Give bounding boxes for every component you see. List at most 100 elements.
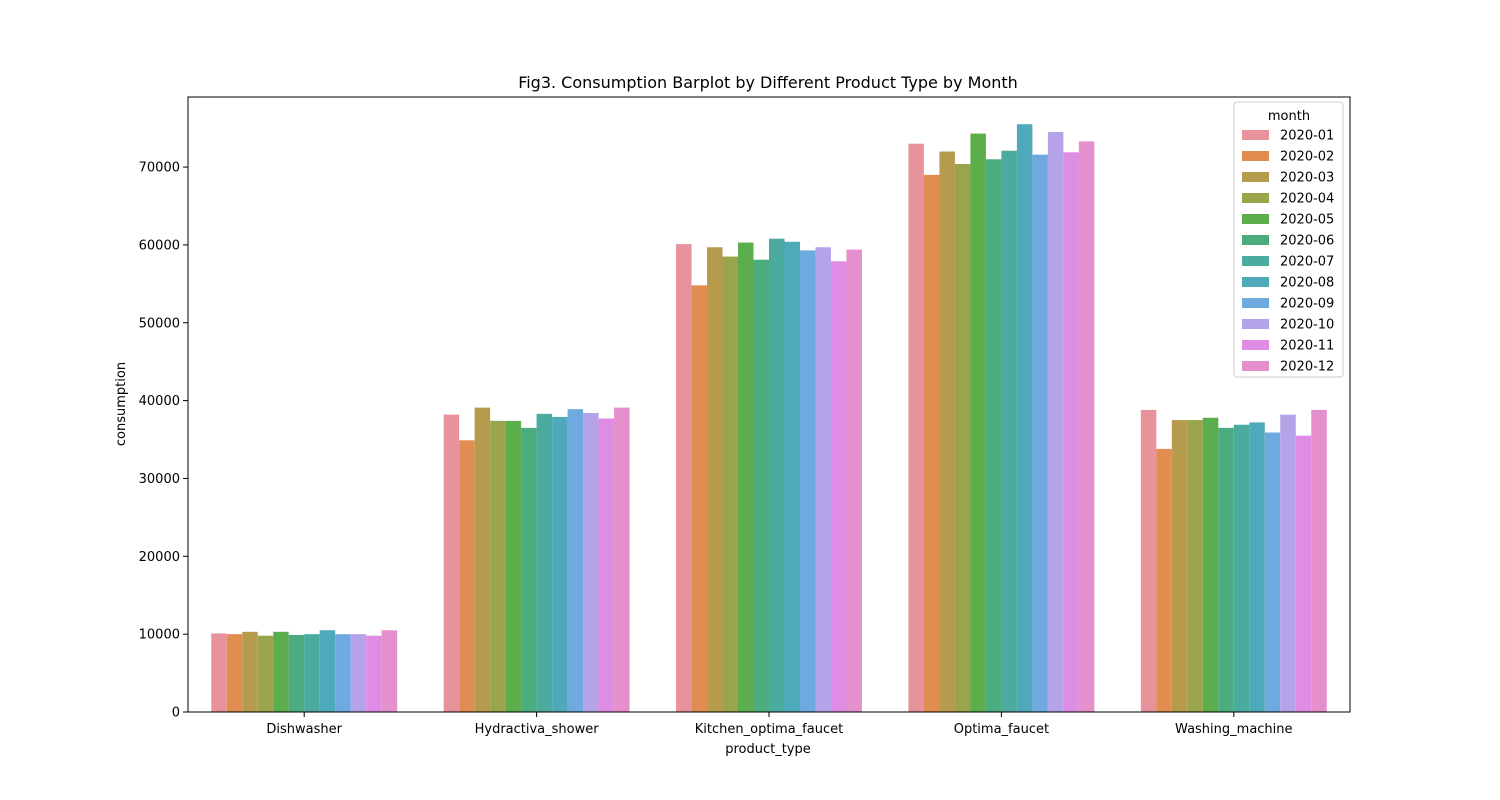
legend-label: 2020-05 <box>1280 213 1334 228</box>
legend-swatch <box>1242 172 1269 182</box>
bar-Dishwasher-2020-12 <box>381 630 398 712</box>
x-tick-label: Optima_faucet <box>954 722 1049 737</box>
legend-swatch <box>1242 298 1269 308</box>
legend-label: 2020-09 <box>1280 297 1334 312</box>
bar-Hydractiva_shower-2020-12 <box>614 407 630 712</box>
x-axis: Dishwasher Hydractiva_shower Kitchen_optim… <box>266 712 1293 737</box>
legend-label: 2020-07 <box>1280 255 1334 270</box>
y-tick-label: 50000 <box>139 316 180 331</box>
legend-label: 2020-08 <box>1280 276 1334 291</box>
bar-Optima_faucet-2020-10 <box>1047 132 1064 713</box>
bar-Hydractiva_shower-2020-04 <box>490 420 506 712</box>
x-tick-label: Dishwasher <box>266 722 342 737</box>
bar-Dishwasher-2020-07 <box>304 634 320 712</box>
bar-Optima_faucet-2020-03 <box>939 151 955 713</box>
bar-Optima_faucet-2020-11 <box>1063 152 1079 712</box>
bar-Kitchen_optima_faucet-2020-12 <box>846 249 862 712</box>
bar-Dishwasher-2020-10 <box>350 634 367 712</box>
bar-Kitchen_optima_faucet-2020-07 <box>769 238 785 713</box>
legend-box <box>1233 101 1344 378</box>
y-axis-label: consumption <box>114 362 129 446</box>
y-tick-label: 30000 <box>139 472 180 487</box>
bar-Hydractiva_shower-2020-09 <box>567 409 584 712</box>
bar-Washing_machine-2020-04 <box>1187 420 1203 712</box>
y-tick-label: 0 <box>172 706 180 721</box>
legend-label: 2020-11 <box>1280 339 1334 354</box>
bar-Dishwasher-2020-02 <box>226 634 243 712</box>
bar-Hydractiva_shower-2020-07 <box>536 413 553 712</box>
bars-group <box>211 124 1327 713</box>
legend-swatch <box>1242 214 1269 224</box>
bar-Hydractiva_shower-2020-06 <box>521 427 537 712</box>
legend-swatch <box>1242 277 1269 287</box>
bar-Washing_machine-2020-09 <box>1264 432 1281 712</box>
legend-label: 2020-12 <box>1280 360 1334 375</box>
bar-Dishwasher-2020-09 <box>335 634 351 712</box>
bar-Washing_machine-2020-06 <box>1218 427 1234 712</box>
legend: month 2020-01 2020-02 2020-03 2020-04 2020-0… <box>1233 101 1344 378</box>
bar-Dishwasher-2020-01 <box>211 633 227 712</box>
bar-Dishwasher-2020-04 <box>257 635 274 712</box>
y-tick-label: 20000 <box>139 550 180 565</box>
legend-swatch <box>1242 151 1269 161</box>
bar-Washing_machine-2020-02 <box>1156 448 1172 712</box>
bar-Optima_faucet-2020-01 <box>908 143 924 712</box>
bar-Kitchen_optima_faucet-2020-04 <box>722 256 739 712</box>
bar-Dishwasher-2020-06 <box>288 634 305 712</box>
bar-Dishwasher-2020-11 <box>366 635 382 712</box>
legend-swatch <box>1242 340 1269 350</box>
bar-Hydractiva_shower-2020-11 <box>598 418 615 712</box>
bar-Hydractiva_shower-2020-03 <box>474 407 491 712</box>
legend-swatch <box>1242 193 1269 203</box>
bar-Hydractiva_shower-2020-01 <box>443 414 460 712</box>
bar-Optima_faucet-2020-12 <box>1078 141 1095 712</box>
bar-Kitchen_optima_faucet-2020-09 <box>799 250 816 712</box>
legend-title: month <box>1268 109 1310 124</box>
bar-Kitchen_optima_faucet-2020-05 <box>738 242 754 713</box>
bar-Optima_faucet-2020-08 <box>1016 124 1033 713</box>
x-tick-label: Kitchen_optima_faucet <box>695 722 843 737</box>
bar-Kitchen_optima_faucet-2020-08 <box>784 241 800 712</box>
bar-Washing_machine-2020-08 <box>1249 422 1265 712</box>
bar-Kitchen_optima_faucet-2020-06 <box>753 259 769 712</box>
bar-Dishwasher-2020-03 <box>242 631 258 712</box>
legend-swatch <box>1242 319 1269 329</box>
y-tick-label: 40000 <box>139 394 180 409</box>
bar-Washing_machine-2020-11 <box>1295 435 1312 712</box>
chart-title: Fig3. Consumption Barplot by Different P… <box>518 73 1018 92</box>
legend-label: 2020-04 <box>1280 192 1334 207</box>
legend-swatch <box>1242 361 1269 371</box>
bar-Kitchen_optima_faucet-2020-01 <box>676 244 692 712</box>
bar-Optima_faucet-2020-09 <box>1032 154 1048 712</box>
bar-Dishwasher-2020-08 <box>319 630 336 712</box>
bar-Optima_faucet-2020-02 <box>923 174 940 713</box>
legend-label: 2020-02 <box>1280 150 1334 165</box>
legend-label: 2020-01 <box>1280 129 1334 144</box>
bar-Hydractiva_shower-2020-08 <box>552 416 568 712</box>
bar-Hydractiva_shower-2020-05 <box>505 420 522 712</box>
bar-Dishwasher-2020-05 <box>273 631 289 712</box>
x-tick-label: Washing_machine <box>1175 722 1292 737</box>
bar-Washing_machine-2020-05 <box>1202 417 1219 712</box>
bar-Optima_faucet-2020-06 <box>985 159 1002 712</box>
y-axis: 0 10000 20000 30000 40000 50000 60000 70000 <box>139 161 188 721</box>
bar-Washing_machine-2020-03 <box>1171 420 1188 712</box>
legend-swatch <box>1242 256 1269 266</box>
bar-Washing_machine-2020-12 <box>1311 409 1327 712</box>
bar-Optima_faucet-2020-05 <box>970 133 986 712</box>
bar-Kitchen_optima_faucet-2020-10 <box>815 247 831 713</box>
bar-Washing_machine-2020-07 <box>1233 424 1250 712</box>
bar-Hydractiva_shower-2020-10 <box>583 413 599 712</box>
x-axis-label: product_type <box>725 742 811 757</box>
legend-label: 2020-06 <box>1280 234 1334 249</box>
y-tick-label: 10000 <box>139 628 180 643</box>
y-tick-label: 60000 <box>139 238 180 253</box>
bar-Kitchen_optima_faucet-2020-03 <box>707 247 723 713</box>
bar-Kitchen_optima_faucet-2020-11 <box>830 261 847 712</box>
legend-label: 2020-10 <box>1280 318 1334 333</box>
bar-Washing_machine-2020-01 <box>1140 409 1157 712</box>
legend-label: 2020-03 <box>1280 171 1334 186</box>
bar-Optima_faucet-2020-07 <box>1001 150 1017 712</box>
bar-Optima_faucet-2020-04 <box>954 163 971 713</box>
